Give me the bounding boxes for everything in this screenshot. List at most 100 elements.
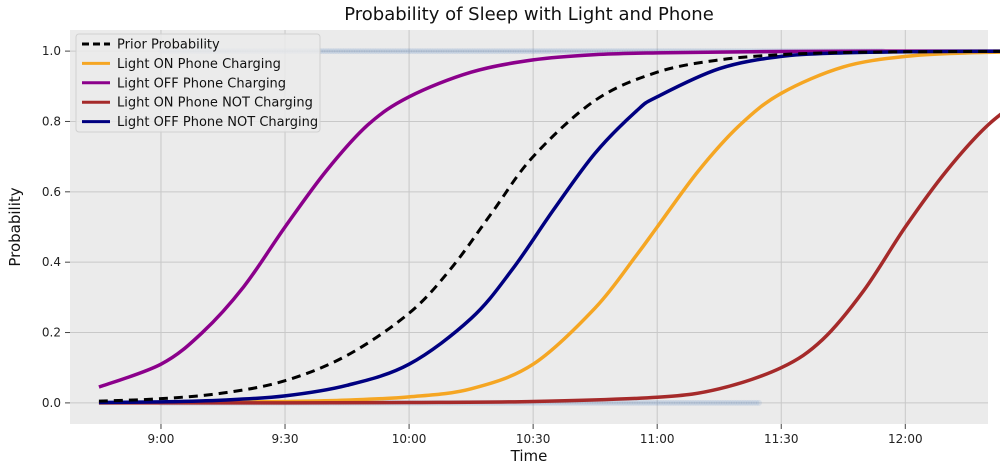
observation-point bbox=[736, 399, 743, 406]
observation-point bbox=[659, 399, 666, 406]
observation-point bbox=[545, 48, 552, 55]
observation-point bbox=[564, 48, 571, 55]
observation-point bbox=[748, 399, 755, 406]
observation-point bbox=[530, 48, 537, 55]
observation-point bbox=[490, 48, 497, 55]
observation-point bbox=[656, 399, 663, 406]
observation-point bbox=[368, 48, 375, 55]
observation-point bbox=[376, 48, 383, 55]
observation-point bbox=[329, 48, 336, 55]
observation-point bbox=[371, 48, 378, 55]
observation-point bbox=[458, 48, 465, 55]
observation-point bbox=[527, 48, 534, 55]
observation-point bbox=[683, 399, 690, 406]
observation-point bbox=[386, 48, 393, 55]
observation-point bbox=[713, 399, 720, 406]
x-axis-label: Time bbox=[510, 447, 548, 465]
observation-point bbox=[607, 399, 614, 406]
observation-point bbox=[604, 399, 611, 406]
observation-point bbox=[416, 48, 423, 55]
series-line-0 bbox=[98, 49, 1000, 403]
observation-point bbox=[557, 48, 564, 55]
observation-point bbox=[435, 48, 442, 55]
observation-point bbox=[621, 399, 628, 406]
x-tick-label: 9:00 bbox=[147, 432, 174, 446]
observation-point bbox=[733, 399, 740, 406]
observation-point bbox=[487, 48, 494, 55]
observation-point bbox=[706, 399, 713, 406]
observation-point bbox=[396, 48, 403, 55]
y-tick-label: 1.0 bbox=[42, 44, 61, 58]
observation-point bbox=[738, 399, 745, 406]
observation-point bbox=[324, 48, 331, 55]
observation-point bbox=[711, 399, 718, 406]
observation-point bbox=[468, 48, 475, 55]
observation-point bbox=[455, 48, 462, 55]
observation-point bbox=[574, 48, 581, 55]
observation-point bbox=[718, 399, 725, 406]
observation-point bbox=[465, 48, 472, 55]
observation-point bbox=[433, 48, 440, 55]
observation-point bbox=[411, 48, 418, 55]
observation-point bbox=[552, 48, 559, 55]
observation-point bbox=[661, 399, 668, 406]
observation-point bbox=[755, 399, 762, 406]
observation-point bbox=[743, 399, 750, 406]
x-tick-label: 12:00 bbox=[888, 432, 923, 446]
observation-point bbox=[616, 399, 623, 406]
observation-point bbox=[619, 399, 626, 406]
observation-point bbox=[703, 399, 710, 406]
legend: Prior Probability Light ON Phone Charging… bbox=[75, 33, 321, 133]
observation-point bbox=[450, 48, 457, 55]
observation-point bbox=[418, 48, 425, 55]
observation-point bbox=[378, 48, 385, 55]
observation-point bbox=[636, 399, 643, 406]
observation-point bbox=[383, 48, 390, 55]
observation-point bbox=[366, 48, 373, 55]
observation-point bbox=[666, 399, 673, 406]
observation-point bbox=[641, 399, 648, 406]
observation-point bbox=[532, 48, 539, 55]
chart-title: Probability of Sleep with Light and Phon… bbox=[344, 4, 714, 25]
observation-point bbox=[584, 48, 591, 55]
observation-point bbox=[344, 48, 351, 55]
observation-point bbox=[485, 48, 492, 55]
x-tick-label: 10:00 bbox=[392, 432, 427, 446]
legend-label-2: Light OFF Phone Charging bbox=[117, 76, 286, 91]
observation-point bbox=[326, 48, 333, 55]
observation-point bbox=[698, 399, 705, 406]
observation-point bbox=[334, 48, 341, 55]
y-tick-label: 0.8 bbox=[42, 114, 61, 128]
observation-point bbox=[582, 48, 589, 55]
observation-point bbox=[579, 48, 586, 55]
y-tick-label: 0.6 bbox=[42, 185, 61, 199]
observation-point bbox=[577, 48, 584, 55]
y-axis-ticks: 0.0 0.2 0.4 0.6 0.8 1.0 bbox=[42, 44, 70, 410]
observation-point bbox=[696, 399, 703, 406]
x-tick-label: 11:30 bbox=[764, 432, 799, 446]
x-tick-label: 11:00 bbox=[640, 432, 675, 446]
observation-point bbox=[542, 48, 549, 55]
observation-point bbox=[443, 48, 450, 55]
observation-point bbox=[448, 48, 455, 55]
observation-point bbox=[430, 48, 437, 55]
observation-point bbox=[361, 48, 368, 55]
observation-point bbox=[495, 48, 502, 55]
legend-box bbox=[75, 33, 321, 133]
observation-point bbox=[401, 48, 408, 55]
observation-point bbox=[470, 48, 477, 55]
observation-point bbox=[388, 48, 395, 55]
observation-point bbox=[440, 48, 447, 55]
observation-point bbox=[654, 399, 661, 406]
observation-point bbox=[505, 48, 512, 55]
observation-point bbox=[723, 399, 730, 406]
observation-point bbox=[473, 48, 480, 55]
observation-point bbox=[745, 399, 752, 406]
observation-point bbox=[721, 399, 728, 406]
observation-point bbox=[391, 48, 398, 55]
observation-point bbox=[339, 48, 346, 55]
observation-point bbox=[535, 48, 542, 55]
observation-point bbox=[351, 48, 358, 55]
observation-point bbox=[525, 48, 532, 55]
